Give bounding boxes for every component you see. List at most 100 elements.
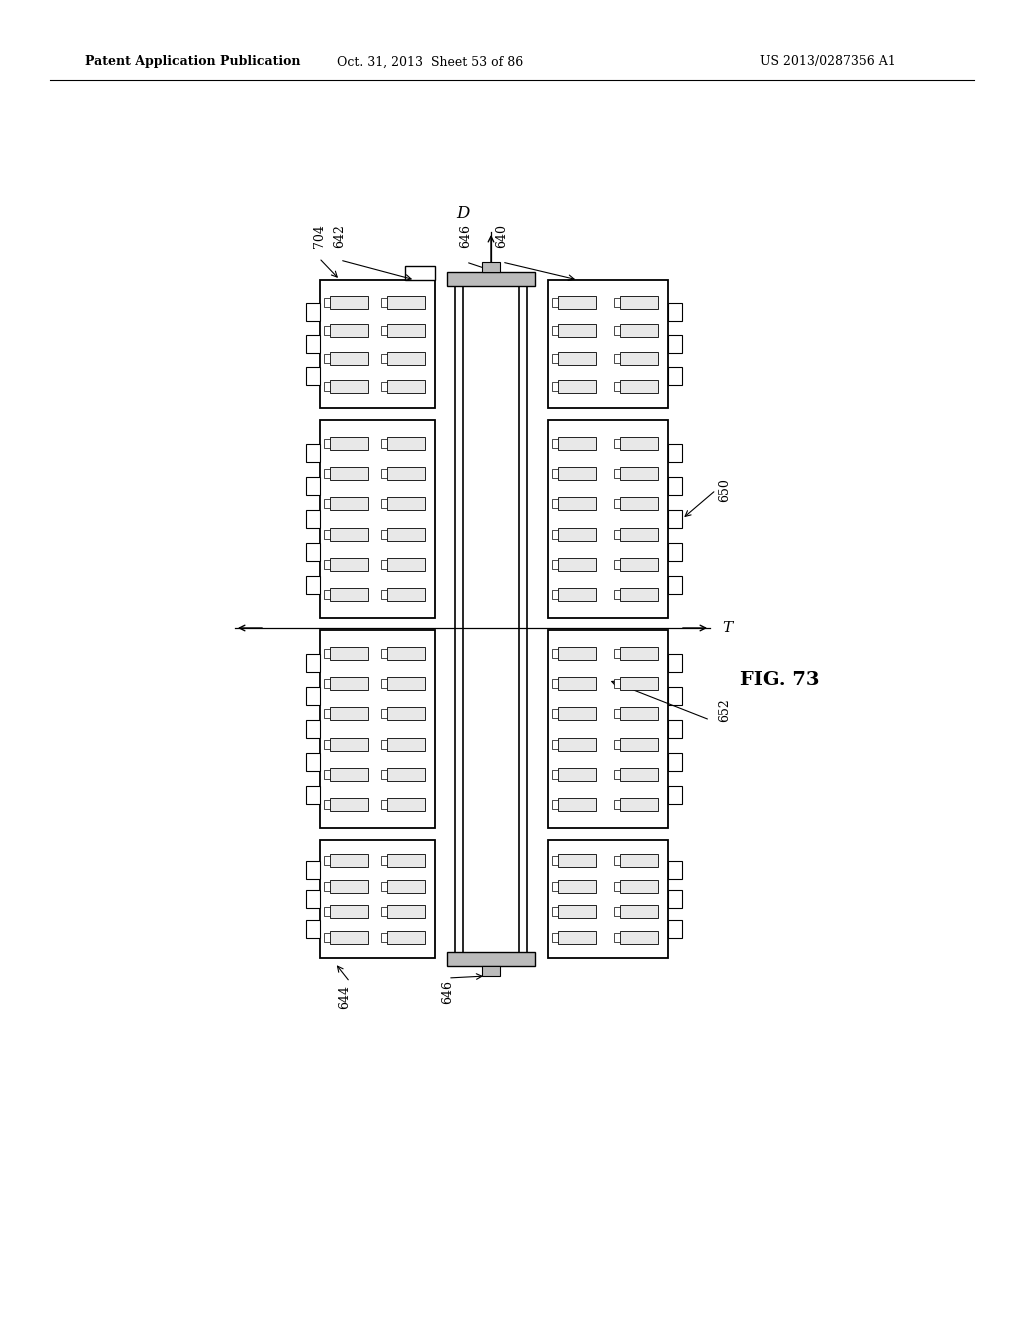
- Bar: [558, 854, 596, 867]
- Bar: [330, 708, 368, 721]
- Bar: [552, 857, 558, 865]
- Bar: [306, 920, 319, 937]
- Bar: [558, 589, 596, 602]
- Bar: [620, 296, 658, 309]
- Bar: [620, 437, 658, 450]
- Bar: [306, 510, 319, 528]
- Bar: [668, 861, 682, 879]
- Bar: [324, 590, 330, 599]
- Bar: [558, 799, 596, 812]
- Text: Patent Application Publication: Patent Application Publication: [85, 55, 300, 69]
- Bar: [381, 499, 387, 508]
- Bar: [668, 785, 682, 804]
- Bar: [558, 467, 596, 480]
- Bar: [558, 647, 596, 660]
- Bar: [614, 381, 620, 391]
- Bar: [620, 879, 658, 892]
- Text: 646: 646: [441, 979, 455, 1005]
- Bar: [324, 800, 330, 809]
- Bar: [306, 335, 319, 352]
- Bar: [381, 648, 387, 657]
- Bar: [387, 768, 425, 781]
- Bar: [447, 272, 535, 286]
- Bar: [614, 560, 620, 569]
- Bar: [306, 304, 319, 321]
- Bar: [387, 467, 425, 480]
- Bar: [614, 354, 620, 363]
- Bar: [614, 326, 620, 334]
- Bar: [668, 367, 682, 385]
- Bar: [620, 708, 658, 721]
- Bar: [381, 297, 387, 306]
- Bar: [319, 420, 435, 618]
- Bar: [552, 590, 558, 599]
- Bar: [381, 381, 387, 391]
- Bar: [620, 738, 658, 751]
- Text: D: D: [457, 205, 470, 222]
- Bar: [330, 854, 368, 867]
- Bar: [387, 738, 425, 751]
- Bar: [387, 931, 425, 944]
- Bar: [552, 770, 558, 779]
- Bar: [387, 589, 425, 602]
- Bar: [668, 920, 682, 937]
- Bar: [620, 677, 658, 690]
- Bar: [614, 529, 620, 539]
- Bar: [324, 648, 330, 657]
- Text: 640: 640: [496, 224, 509, 248]
- Bar: [552, 499, 558, 508]
- Bar: [552, 297, 558, 306]
- Bar: [387, 558, 425, 572]
- Bar: [614, 678, 620, 688]
- Bar: [620, 799, 658, 812]
- Bar: [552, 709, 558, 718]
- Bar: [381, 354, 387, 363]
- Bar: [330, 906, 368, 919]
- Bar: [381, 739, 387, 748]
- Bar: [620, 323, 658, 337]
- Bar: [306, 890, 319, 908]
- Bar: [387, 323, 425, 337]
- Bar: [306, 719, 319, 738]
- Bar: [330, 351, 368, 364]
- Text: US 2013/0287356 A1: US 2013/0287356 A1: [760, 55, 896, 69]
- Bar: [482, 966, 500, 975]
- Bar: [387, 296, 425, 309]
- Bar: [552, 678, 558, 688]
- Bar: [319, 630, 435, 828]
- Bar: [552, 907, 558, 916]
- Bar: [306, 543, 319, 561]
- Bar: [381, 709, 387, 718]
- Bar: [558, 677, 596, 690]
- Bar: [614, 709, 620, 718]
- Bar: [668, 719, 682, 738]
- Bar: [558, 558, 596, 572]
- Bar: [324, 381, 330, 391]
- Bar: [306, 861, 319, 879]
- Bar: [558, 296, 596, 309]
- Bar: [558, 380, 596, 392]
- Bar: [381, 882, 387, 891]
- Bar: [324, 354, 330, 363]
- Bar: [387, 677, 425, 690]
- Bar: [552, 529, 558, 539]
- Bar: [668, 304, 682, 321]
- Bar: [620, 380, 658, 392]
- Bar: [620, 467, 658, 480]
- Bar: [552, 648, 558, 657]
- Bar: [558, 906, 596, 919]
- Bar: [330, 380, 368, 392]
- Bar: [330, 677, 368, 690]
- Bar: [319, 280, 435, 408]
- Bar: [552, 739, 558, 748]
- Bar: [558, 931, 596, 944]
- Bar: [668, 543, 682, 561]
- Bar: [387, 879, 425, 892]
- Bar: [668, 335, 682, 352]
- Bar: [558, 437, 596, 450]
- Bar: [324, 560, 330, 569]
- Bar: [306, 576, 319, 594]
- Bar: [548, 840, 668, 958]
- Bar: [306, 785, 319, 804]
- Bar: [455, 280, 527, 958]
